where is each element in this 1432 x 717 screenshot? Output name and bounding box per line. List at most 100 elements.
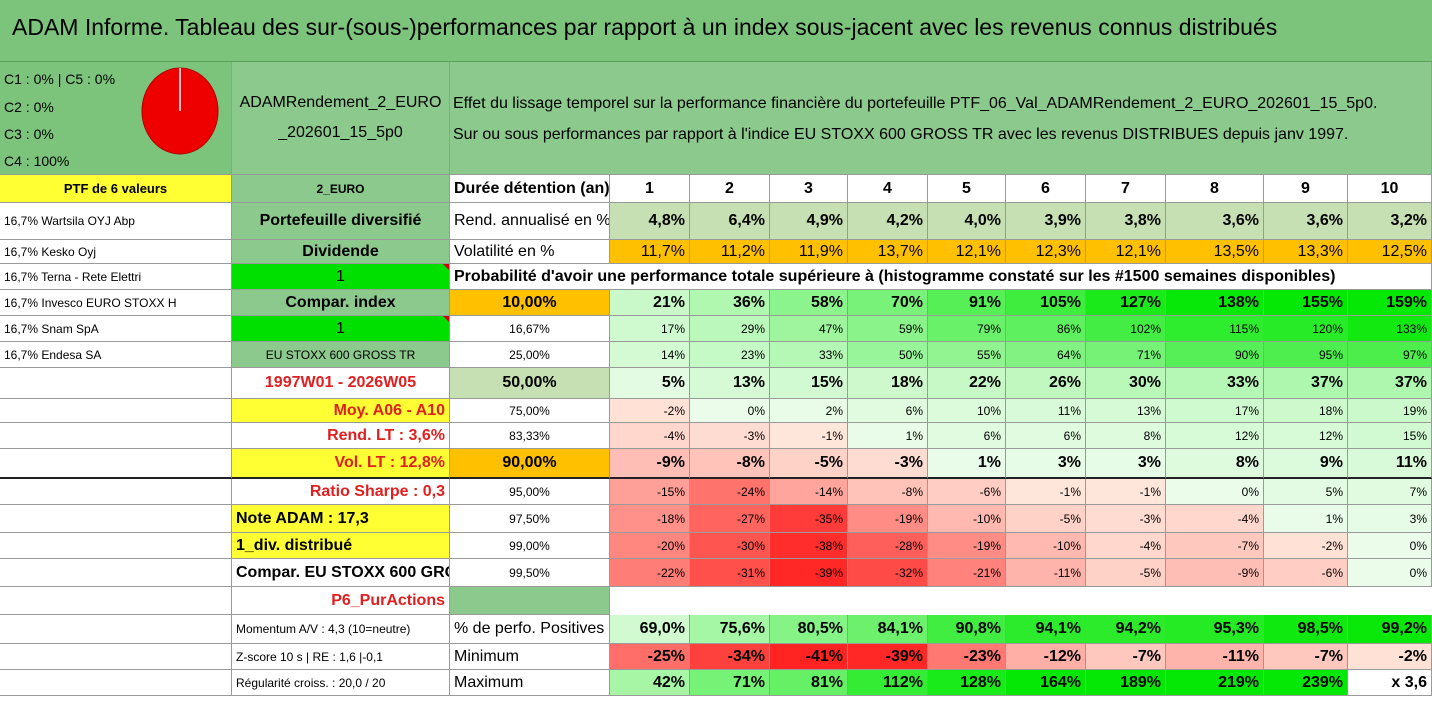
side-label: Compar. EU STOXX 600 GROSS TR (232, 559, 450, 587)
quantile-value: 6% (848, 399, 928, 423)
quantile-value: -18% (610, 505, 690, 533)
quantile-value: 15% (770, 368, 848, 399)
quantile-value: -4% (1166, 505, 1264, 533)
quantile-value: -10% (928, 505, 1006, 533)
quantile-value: -8% (690, 449, 770, 479)
quantile-value: 10% (928, 399, 1006, 423)
quantile-value: -1% (1086, 479, 1166, 505)
quantile-value: 29% (690, 316, 770, 342)
metric-value: -39% (848, 644, 928, 670)
quantile-value: 17% (610, 316, 690, 342)
strategy-label: P6_PurActions (232, 587, 450, 615)
quantile-value: 86% (1006, 316, 1086, 342)
dividend-value: 1 (232, 264, 450, 290)
probability-header: Probabilité d'avoir une performance tota… (450, 264, 1432, 290)
vol-value: 11,9% (770, 240, 848, 264)
comment-marker (443, 316, 449, 322)
year-header: 5 (928, 175, 1006, 203)
quantile-value: -3% (1086, 505, 1166, 533)
metric-value: 94,2% (1086, 615, 1166, 644)
side-label: Ratio Sharpe : 0,3 (232, 479, 450, 505)
year-header: 4 (848, 175, 928, 203)
metric-value: 99,2% (1348, 615, 1432, 644)
quantile-value: 8% (1166, 449, 1264, 479)
year-header: 2 (690, 175, 770, 203)
quantile-value: 8% (1086, 423, 1166, 449)
metric-value: -7% (1086, 644, 1166, 670)
quantile-value: -8% (848, 479, 928, 505)
quantile-value: 18% (848, 368, 928, 399)
side-label: Vol. LT : 12,8% (232, 449, 450, 479)
metric-value: -23% (928, 644, 1006, 670)
quantile-value: 30% (1086, 368, 1166, 399)
quantile-value: 59% (848, 316, 928, 342)
quantile-value: 90% (1166, 342, 1264, 368)
side-label: EU STOXX 600 GROSS TR (232, 342, 450, 368)
quantile-value: -19% (848, 505, 928, 533)
quantile-value: 55% (928, 342, 1006, 368)
metric-value: 90,8% (928, 615, 1006, 644)
metric-label: Maximum (450, 670, 610, 696)
quantile-value: 47% (770, 316, 848, 342)
quantile-value: 21% (610, 290, 690, 316)
quantile-value: 133% (1348, 316, 1432, 342)
quantile-value: 105% (1006, 290, 1086, 316)
quantile-value: 36% (690, 290, 770, 316)
quantile-value: -15% (610, 479, 690, 505)
side-label: Compar. index (232, 290, 450, 316)
quantile-value: 2% (770, 399, 848, 423)
rend-value: 4,8% (610, 203, 690, 240)
quantile-value: 95% (1264, 342, 1348, 368)
quantile-value: -28% (848, 533, 928, 559)
quantile-value: 115% (1166, 316, 1264, 342)
quantile-value: 0% (1166, 479, 1264, 505)
quantile-value: 18% (1264, 399, 1348, 423)
rend-value: 3,2% (1348, 203, 1432, 240)
quantile-value: -30% (690, 533, 770, 559)
quantile-value: 91% (928, 290, 1006, 316)
quantile-value: 1% (928, 449, 1006, 479)
quantile-value: 102% (1086, 316, 1166, 342)
rend-value: 3,9% (1006, 203, 1086, 240)
quantile-value: 11% (1006, 399, 1086, 423)
vol-value: 13,5% (1166, 240, 1264, 264)
metric-value: -7% (1264, 644, 1348, 670)
side-label: Moy. A06 - A10 (232, 399, 450, 423)
quantile-label: 99,50% (450, 559, 610, 587)
metric-value: 42% (610, 670, 690, 696)
quantile-value: 0% (1348, 533, 1432, 559)
holding-row (0, 423, 232, 449)
metric-label: % de perfo. Positives (450, 615, 610, 644)
side-label: 1_div. distribué (232, 533, 450, 559)
metric-note: Régularité croiss. : 20,0 / 20 (232, 670, 450, 696)
vol-value: 12,3% (1006, 240, 1086, 264)
quantile-value: 3% (1348, 505, 1432, 533)
metric-value: 164% (1006, 670, 1086, 696)
metric-value: 95,3% (1166, 615, 1264, 644)
quantile-value: -22% (610, 559, 690, 587)
vol-value: 13,3% (1264, 240, 1348, 264)
vol-label: Volatilité en % (450, 240, 610, 264)
quantile-value: 12% (1264, 423, 1348, 449)
quantile-value: -4% (610, 423, 690, 449)
vol-value: 11,2% (690, 240, 770, 264)
side-label: 1 (232, 316, 450, 342)
year-header: 1 (610, 175, 690, 203)
quantile-value: -9% (610, 449, 690, 479)
empty-cell (0, 670, 232, 696)
metric-value: 128% (928, 670, 1006, 696)
quantile-value: 37% (1348, 368, 1432, 399)
metric-value: -12% (1006, 644, 1086, 670)
year-header: 6 (1006, 175, 1086, 203)
class-line-3: C3 : 0% (4, 126, 54, 142)
side-label: Note ADAM : 17,3 (232, 505, 450, 533)
quantile-value: -6% (1264, 559, 1348, 587)
quantile-value: 64% (1006, 342, 1086, 368)
metric-note: Z-score 10 s | RE : 1,6 |-0,1 (232, 644, 450, 670)
year-header: 7 (1086, 175, 1166, 203)
metric-value: 98,5% (1264, 615, 1348, 644)
quantile-value: 13% (1086, 399, 1166, 423)
quantile-value: -31% (690, 559, 770, 587)
quantile-value: 33% (1166, 368, 1264, 399)
quantile-label: 16,67% (450, 316, 610, 342)
